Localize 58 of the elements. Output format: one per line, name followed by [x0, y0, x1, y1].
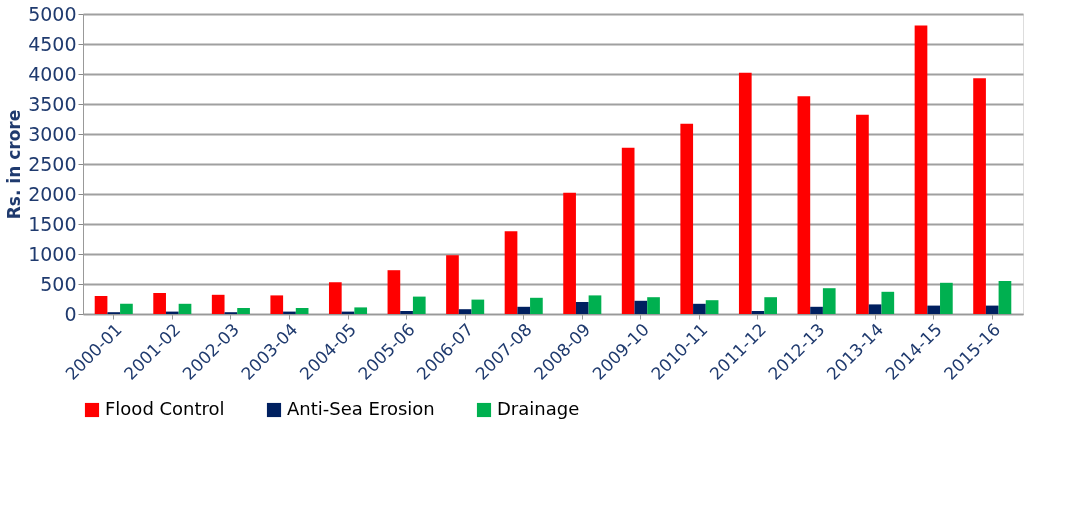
bar [211, 294, 225, 314]
bar [517, 306, 531, 314]
y-tick-label: 4500 [28, 32, 77, 55]
bar [295, 308, 309, 314]
bar [797, 96, 811, 314]
legend-label: Drainage [497, 398, 580, 419]
bar [764, 297, 778, 314]
legend-label: Anti-Sea Erosion [287, 398, 435, 419]
bar [588, 295, 602, 314]
bar [120, 303, 133, 314]
y-tick-label: 0 [64, 302, 77, 325]
bar [504, 231, 518, 314]
y-tick-label: 1000 [28, 242, 77, 265]
bar [354, 307, 368, 314]
y-tick-label: 500 [40, 272, 77, 295]
bar [810, 306, 823, 314]
bar [237, 308, 250, 314]
bar [563, 192, 576, 314]
bar [940, 282, 953, 314]
y-tick-label: 5000 [28, 2, 77, 25]
bar [881, 291, 895, 314]
y-tick-label: 4000 [28, 62, 77, 85]
bar [328, 282, 342, 314]
y-tick-label: 2000 [28, 182, 77, 205]
bar [927, 305, 941, 314]
bar [868, 304, 882, 314]
bar [446, 255, 459, 314]
bar [575, 302, 589, 314]
bar [94, 296, 108, 314]
bar [458, 309, 472, 314]
bar [680, 123, 694, 314]
bar [400, 311, 413, 314]
bar [530, 297, 543, 314]
bar [387, 270, 401, 314]
legend-label: Flood Control [105, 398, 225, 419]
bar [973, 78, 986, 314]
y-tick-label: 3500 [28, 92, 77, 115]
y-axis-title: Rs. in crore [4, 109, 25, 220]
bar [914, 25, 928, 314]
bar [178, 303, 192, 314]
bar [634, 300, 648, 314]
bar [621, 147, 635, 314]
y-tick-label: 1500 [28, 212, 77, 235]
bar [822, 288, 836, 314]
bar [270, 295, 284, 314]
bar [693, 303, 706, 314]
bar [998, 281, 1012, 314]
bar [738, 72, 752, 314]
y-tick-label: 2500 [28, 152, 77, 175]
bar [751, 311, 765, 314]
bar [647, 297, 660, 314]
bar [856, 114, 869, 314]
y-tick-label: 3000 [28, 122, 77, 145]
bar [985, 305, 999, 314]
bar [153, 293, 166, 314]
bar [471, 299, 485, 314]
bar [412, 296, 426, 314]
bar [705, 300, 719, 314]
